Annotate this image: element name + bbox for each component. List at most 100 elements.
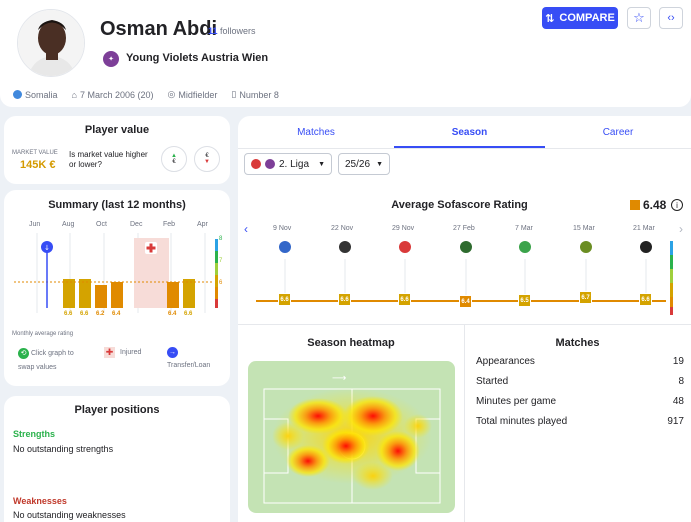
rating-title: Average Sofascore Rating: [391, 199, 528, 211]
match-date: 29 Nov: [392, 225, 415, 232]
legend-transfer: → Transfer/Loan: [167, 347, 211, 369]
injury-icon: ✚: [104, 347, 115, 358]
market-value-label: MARKET VALUE: [12, 150, 58, 156]
positions-title: Player positions: [74, 404, 160, 416]
player-value-card: Player value MARKET VALUE 145K € Is mark…: [4, 116, 230, 184]
league-logo-icon: [265, 159, 275, 169]
eye-icon: ◎: [167, 89, 176, 99]
strengths-label: Strengths: [13, 429, 56, 439]
matches-title: Matches: [555, 337, 600, 349]
match-date: 9 Nov: [273, 225, 292, 232]
chevron-down-icon: ▼: [376, 160, 383, 168]
rating-timeline[interactable]: 9 Nov 22 Nov 29 Nov 27 Feb 7 Mar 15 Mar …: [256, 224, 681, 320]
bar-label: 6.6: [80, 311, 89, 317]
market-value: 145K €: [20, 159, 56, 171]
bar-label: 6.4: [112, 311, 121, 317]
league-select[interactable]: 2. Liga ▼: [244, 153, 332, 175]
match-date: 7 Mar: [515, 225, 533, 232]
heatmap-pitch: ⟶: [248, 361, 455, 513]
star-icon: ☆: [633, 10, 645, 25]
match-date: 15 Mar: [573, 225, 595, 232]
tab-season-underline: [394, 146, 545, 148]
star-button[interactable]: ☆: [627, 7, 651, 29]
strengths-text: No outstanding strengths: [13, 444, 114, 454]
average-rating: 6.48: [630, 198, 666, 212]
stat-label: Appearances: [476, 356, 535, 367]
stat-value: 48: [672, 396, 684, 407]
heatmap-title: Season heatmap: [307, 337, 395, 349]
stat-row: Total minutes played 917: [476, 416, 684, 427]
team-logo-icon[interactable]: ✦: [103, 51, 119, 67]
legend-injured: ✚ Injured: [104, 347, 142, 358]
stat-row: Appearances 19: [476, 356, 684, 367]
stat-row: Minutes per game 48: [476, 396, 684, 407]
season-card: Matches Season Career 2. Liga ▼ 25/26 ▼ …: [238, 116, 691, 522]
match-rating[interactable]: 6.5: [518, 294, 531, 307]
birth-date: ⌂ 7 March 2006 (20): [71, 89, 154, 100]
player-avatar: [17, 9, 85, 77]
rating-swatch: [630, 200, 640, 210]
svg-text:↓: ↓: [44, 244, 50, 252]
tab-matches[interactable]: Matches: [297, 126, 335, 138]
shirt-icon: ▯: [231, 89, 237, 99]
cake-icon: ⌂: [71, 89, 77, 100]
compare-icon: ⇅: [545, 12, 555, 25]
compare-button[interactable]: ⇅ COMPARE: [542, 7, 618, 29]
followers-count: 11: [208, 26, 218, 36]
bar-label: 6.6: [184, 311, 193, 317]
nationality: Somalia: [13, 89, 58, 100]
weaknesses-label: Weaknesses: [13, 496, 67, 506]
monthly-average-label: Monthly average rating: [12, 331, 74, 337]
arrow-up-icon: ▲: [171, 153, 177, 159]
bar-label: 6.4: [168, 311, 177, 317]
summary-card: Summary (last 12 months) Jun Aug Oct Dec…: [4, 190, 230, 386]
followers-label: followers: [220, 26, 256, 36]
match-rating[interactable]: 6.7: [579, 291, 592, 304]
chevron-down-icon: ▼: [318, 160, 325, 168]
value-higher-button[interactable]: ▲ €: [161, 146, 187, 172]
player-name: Osman Abdi: [100, 18, 218, 40]
player-value-title: Player value: [84, 124, 150, 136]
followers[interactable]: 11 followers: [208, 26, 256, 36]
match-rating[interactable]: 6.6: [278, 293, 291, 306]
bar-label: 6.2: [96, 311, 105, 317]
stat-value: 19: [672, 356, 684, 367]
stat-label: Started: [476, 376, 509, 387]
match-rating[interactable]: 6.6: [639, 293, 652, 306]
euro-icon: €: [172, 159, 176, 165]
stat-value: 8: [678, 376, 684, 387]
match-rating[interactable]: 6.4: [459, 295, 472, 308]
svg-text:⟶: ⟶: [332, 373, 346, 384]
flag-icon: [13, 90, 22, 99]
next-arrow-icon[interactable]: ›: [679, 222, 683, 236]
stat-row: Started 8: [476, 376, 684, 387]
bar-label: 6.6: [64, 311, 73, 317]
code-icon: ‹›: [667, 12, 675, 24]
arrow-down-icon: ▼: [204, 159, 210, 165]
prev-arrow-icon[interactable]: ‹: [244, 222, 248, 236]
market-value-question: Is market value higher or lower?: [69, 150, 148, 169]
match-date: 22 Nov: [331, 225, 354, 232]
season-select[interactable]: 25/26 ▼: [338, 153, 390, 175]
position: ◎ Midfielder: [167, 89, 218, 100]
summary-title: Summary (last 12 months): [48, 199, 186, 211]
tab-career[interactable]: Career: [602, 126, 634, 138]
summary-months: Jun Aug Oct Dec Feb Apr: [29, 221, 208, 228]
embed-button[interactable]: ‹›: [659, 7, 683, 29]
match-rating[interactable]: 6.6: [398, 293, 411, 306]
team-name[interactable]: Young Violets Austria Wien: [126, 52, 269, 64]
stat-label: Total minutes played: [476, 416, 568, 427]
match-date: 27 Feb: [453, 225, 475, 232]
swap-icon: ⟲: [18, 347, 29, 359]
tab-season[interactable]: Season: [451, 126, 488, 138]
value-lower-button[interactable]: € ▼: [194, 146, 220, 172]
stat-value: 917: [667, 416, 684, 427]
match-date: 21 Mar: [633, 225, 655, 232]
transfer-icon: →: [167, 347, 178, 358]
summary-chart[interactable]: ↓ 8 7 6 6.6 6.6 6.2 6.4 6.4 6.6: [12, 233, 224, 323]
match-rating[interactable]: 6.6: [338, 293, 351, 306]
euro-icon: €: [205, 153, 209, 159]
info-icon[interactable]: i: [671, 199, 683, 211]
austria-flag-icon: [251, 159, 261, 169]
stat-label: Minutes per game: [476, 396, 557, 407]
